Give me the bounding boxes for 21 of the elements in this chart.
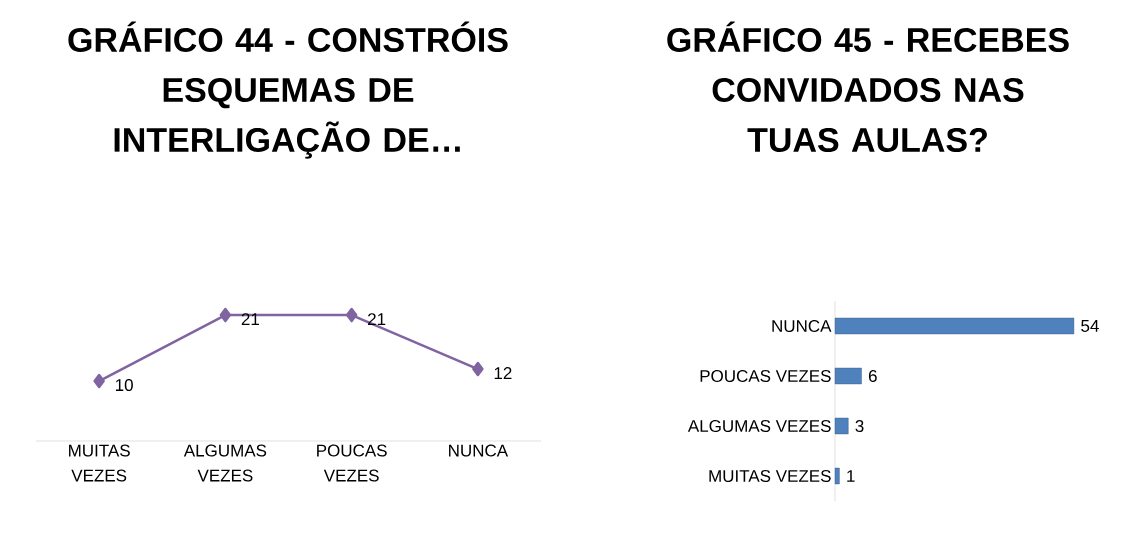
y-tick-label: NUNCA [772,319,832,333]
x-tick-label: MUITAS VEZES [69,444,130,482]
data-label: 12 [494,367,512,379]
data-label: 1 [847,470,855,482]
x-tick-label: NUNCA [449,444,509,457]
data-label: 10 [115,379,133,392]
data-label: 21 [241,313,259,326]
bar [834,417,849,435]
chart-title: GRÁFICO 44 - CONSTRÓIS ESQUEMAS DE INTERLIGAÇÃO DE… [68,21,508,159]
chart-title: GRÁFICO 45 - RECEBES CONVIDADOS NAS TUAS AULAS? [667,21,1069,152]
bar [834,467,840,485]
data-label: 21 [368,313,386,326]
data-label: 3 [855,419,864,433]
bar [834,317,1075,335]
data-label: 54 [1081,320,1099,332]
x-tick-label: POUCAS VEZES [317,444,387,482]
y-tick-label: POUCAS VEZES [700,369,831,383]
data-label: 6 [868,369,877,383]
bar [834,367,862,385]
x-tick-label: ALGUMAS VEZES [183,444,267,482]
y-tick-label: ALGUMAS VEZES [687,419,831,433]
